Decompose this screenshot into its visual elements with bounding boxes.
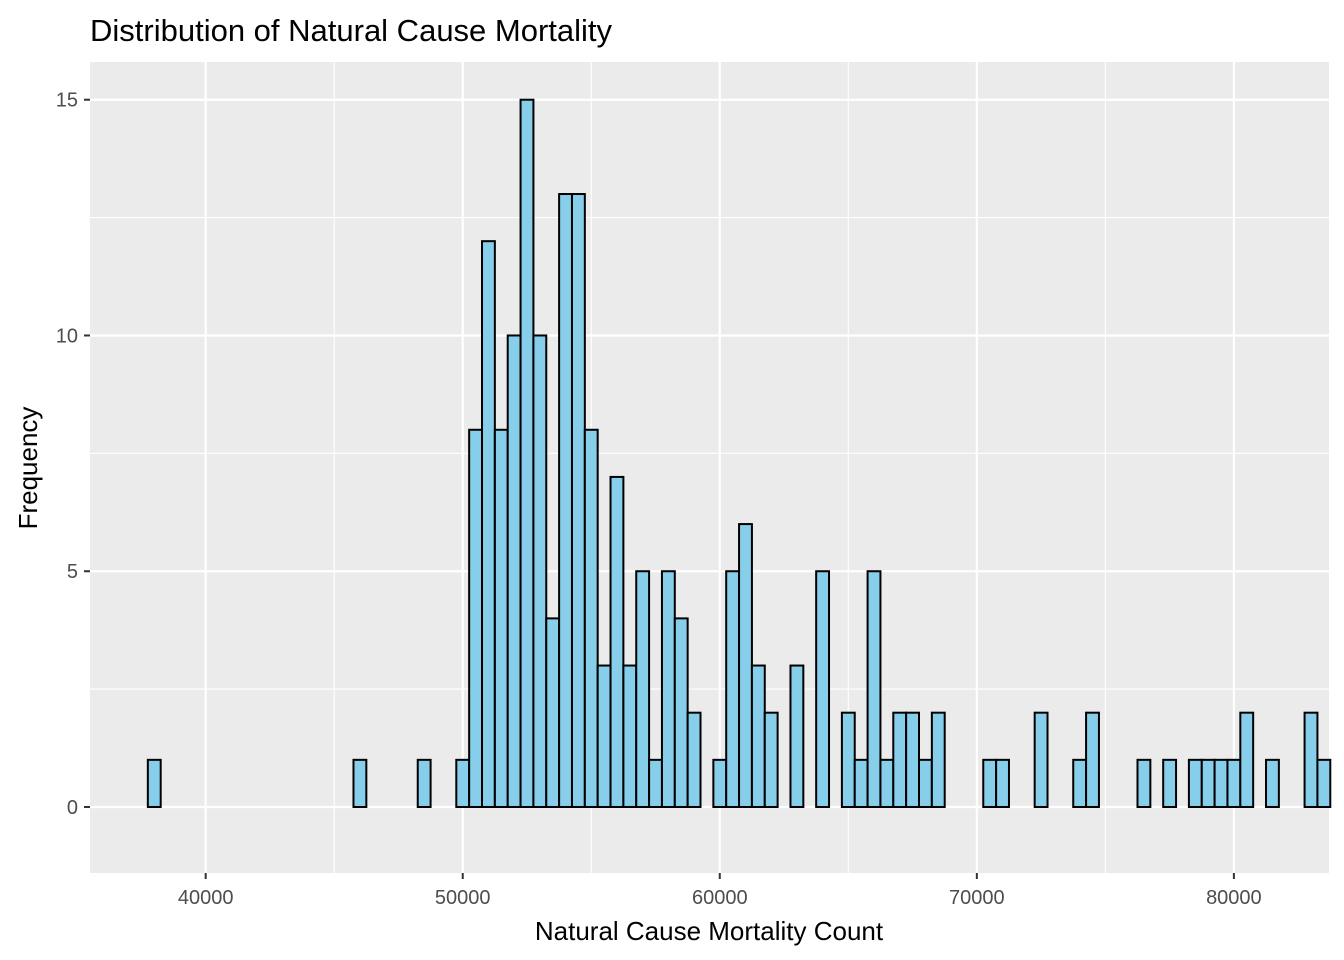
x-axis: 40000 50000 60000 70000 80000 xyxy=(178,873,1262,909)
histogram-bar xyxy=(583,428,599,808)
histogram-bar xyxy=(853,758,869,808)
chart-title: Distribution of Natural Cause Mortality xyxy=(90,13,613,48)
y-axis: 0 5 10 15 xyxy=(56,90,90,819)
histogram-bar xyxy=(648,758,663,808)
x-tick-label: 70000 xyxy=(949,887,1005,909)
histogram-bar xyxy=(750,664,766,808)
x-axis-title: Natural Cause Mortality Count xyxy=(535,916,884,946)
histogram-bar xyxy=(1265,758,1280,808)
major-gridlines xyxy=(90,62,1329,873)
histogram-bar xyxy=(609,475,625,808)
histogram-bar xyxy=(1187,758,1203,808)
histogram-bar xyxy=(493,428,509,808)
histogram-bar xyxy=(905,711,920,808)
histogram-bar xyxy=(738,523,753,808)
histogram-bar xyxy=(789,664,805,808)
histogram-bar xyxy=(570,193,586,808)
histogram-bar xyxy=(1162,758,1178,808)
histogram-bar xyxy=(815,570,831,808)
histogram-bar xyxy=(917,758,933,808)
histogram-bar xyxy=(481,240,496,808)
histogram-bar xyxy=(622,664,638,808)
histogram-bar xyxy=(1239,711,1255,808)
histogram-bar xyxy=(1303,711,1319,808)
histogram-bar xyxy=(763,711,779,808)
x-tick-label: 80000 xyxy=(1206,887,1262,909)
histogram-bar xyxy=(840,711,856,808)
histogram-bar xyxy=(352,758,368,808)
y-axis-title: Frequency xyxy=(13,407,43,530)
y-tick-label: 0 xyxy=(67,797,78,819)
histogram-bar xyxy=(1200,758,1216,808)
histogram-bar xyxy=(545,617,561,808)
histogram-bar xyxy=(1226,758,1242,808)
y-tick-label: 10 xyxy=(56,325,78,347)
histogram-bar xyxy=(146,758,162,808)
histogram-bar xyxy=(686,711,702,808)
y-tick-label: 5 xyxy=(67,561,78,583)
histogram-bar xyxy=(930,711,946,808)
histogram-bar xyxy=(982,758,998,808)
histogram-bar xyxy=(725,570,741,808)
histogram-bar xyxy=(635,570,651,808)
histogram-bar xyxy=(892,711,908,808)
minor-gridlines xyxy=(90,62,1329,873)
histogram-bar xyxy=(558,193,573,808)
histogram-bar xyxy=(468,428,484,808)
histogram-bar xyxy=(506,334,522,808)
histogram-bar xyxy=(1033,711,1049,808)
histogram-bar xyxy=(660,570,676,808)
histogram-bar xyxy=(1316,758,1332,808)
x-tick-label: 60000 xyxy=(692,887,748,909)
histogram-bar xyxy=(1072,758,1088,808)
histogram-bar xyxy=(416,758,432,808)
histogram-bar xyxy=(1085,711,1100,808)
histogram-bar xyxy=(1213,758,1229,808)
histogram-bar xyxy=(673,617,689,808)
histogram-bar xyxy=(1136,758,1152,808)
histogram-bar xyxy=(995,758,1010,808)
histogram-bar xyxy=(879,758,895,808)
histogram-bar xyxy=(532,334,548,808)
histogram-bar xyxy=(455,758,471,808)
histogram-bar xyxy=(866,570,882,808)
histogram-bar xyxy=(596,664,612,808)
x-tick-label: 50000 xyxy=(435,887,491,909)
plot-panel xyxy=(90,62,1329,873)
x-tick-label: 40000 xyxy=(178,887,234,909)
histogram-bar xyxy=(712,758,728,808)
y-tick-label: 15 xyxy=(56,90,78,112)
histogram-bar xyxy=(519,98,535,808)
histogram-bars xyxy=(146,98,1332,808)
